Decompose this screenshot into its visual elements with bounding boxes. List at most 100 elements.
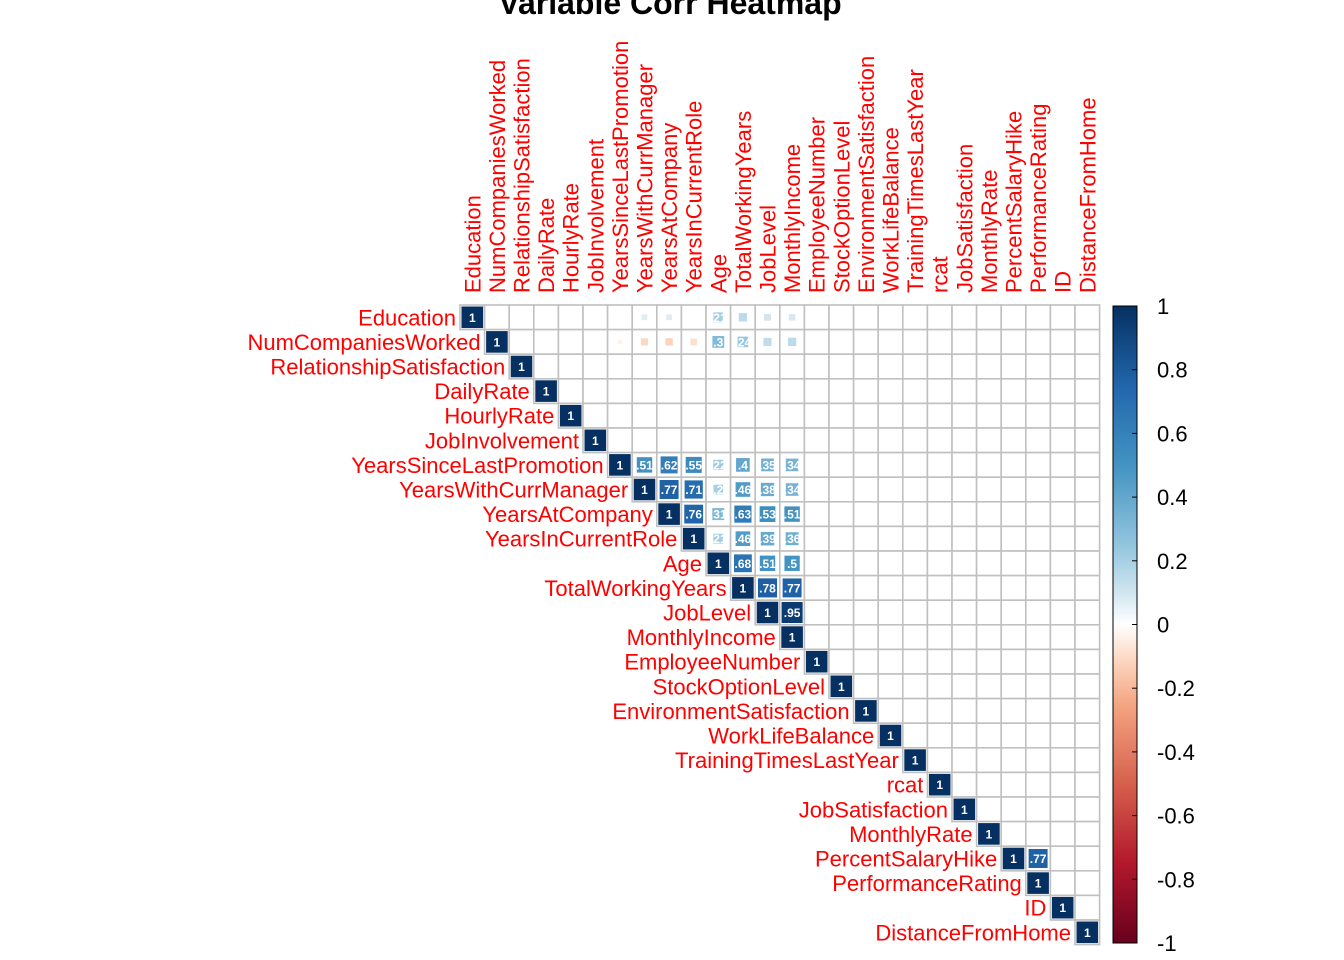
cell-value-10-11: .68: [735, 557, 752, 571]
cell-frame-2-13: [778, 353, 806, 380]
cell-frame-18-25: [1074, 746, 1101, 774]
cell-frame-9-15: [828, 525, 855, 552]
cell-frame-0-24: [1049, 304, 1076, 331]
cell-TrainingTimesLastYear-TrainingTimesLastYear: [904, 749, 926, 771]
column-label-HourlyRate: HourlyRate: [559, 183, 584, 293]
cell-frame-7-22: [1000, 476, 1027, 503]
colorbar: 1 0.8 0.6 0.4 0.2 0 -0.2 -0.4 -0.6 -0.8 -1: [1112, 294, 1195, 956]
cell-frame-3-24: [1049, 377, 1076, 405]
cell-frame-10-16: [852, 550, 879, 577]
cell-YearsInCurrentRole-YearsInCurrentRole: [682, 527, 705, 550]
cell-YearsInCurrentRole-JobLevel: [760, 531, 775, 546]
row-label-StockOptionLevel: StockOptionLevel: [653, 674, 825, 699]
cell-value-7-12: .38: [759, 483, 776, 497]
cell-frame-10-21: [975, 550, 1002, 577]
cell-frame-12-16: [852, 599, 879, 626]
cell-frame-7-18: [901, 476, 929, 503]
cell-value-9-9: 1: [690, 532, 697, 546]
cell-frame-24-25: [1074, 894, 1101, 921]
cell-frame-3-5: [582, 377, 609, 405]
colorbar-tick-label: 0.8: [1157, 358, 1188, 383]
cell-frame-16-24: [1049, 697, 1076, 724]
cell-frame-11-23: [1025, 574, 1052, 601]
cell-RelationshipSatisfaction-RelationshipSatisfaction: [510, 355, 533, 378]
cell-frame-4-15: [828, 402, 855, 429]
cell-YearsSinceLastPromotion-Age: [713, 459, 724, 470]
colorbar-tick-label: 1: [1157, 294, 1169, 319]
cell-frame-9-16: [852, 525, 879, 552]
cell-frame-2-6: [606, 353, 633, 380]
cell-value-7-10: .2: [713, 483, 723, 497]
cell-frame-11-25: [1074, 574, 1101, 601]
cell-frame-11-19: [926, 574, 953, 601]
cell-Age-Age: [707, 552, 730, 575]
cell-frame-2-17: [877, 353, 904, 380]
row-label-NumCompaniesWorked: NumCompaniesWorked: [247, 330, 480, 355]
cell-value-9-10: .21: [710, 532, 727, 546]
heatmap-cells: 1.211.3.2411111.51.62.55.22.4.35.341.77.…: [459, 304, 1101, 946]
cell-frame-19-25: [1074, 771, 1101, 798]
cell-YearsSinceLastPromotion-TotalWorkingYears: [736, 458, 750, 472]
cell-EmployeeNumber-EmployeeNumber: [805, 650, 828, 673]
cell-frame-17-20: [951, 722, 978, 749]
cell-frame-12-21: [975, 599, 1002, 626]
cell-value-22-22: 1: [1010, 852, 1017, 866]
cell-value-25-25: 1: [1084, 926, 1091, 940]
cell-frame-16-22: [1000, 697, 1027, 724]
colorbar-tick-label: -1: [1157, 931, 1177, 956]
cell-value-7-13: .34: [784, 483, 801, 497]
cell-frame-0-5: [582, 304, 609, 331]
cell-frame-0-23: [1025, 304, 1052, 331]
cell-frame-17-23: [1025, 722, 1052, 749]
cell-Education-YearsWithCurrManager: [641, 314, 648, 321]
cell-frame-4-19: [926, 402, 953, 429]
cell-frame-10-17: [877, 550, 904, 577]
cell-NumCompaniesWorked-JobLevel: [763, 337, 772, 346]
row-label-rcat: rcat: [887, 773, 924, 798]
cell-frame-5-8: [655, 427, 683, 454]
cell-frame-7-17: [877, 476, 904, 503]
colorbar-tick-label: -0.8: [1157, 867, 1195, 892]
row-label-PercentSalaryHike: PercentSalaryHike: [815, 847, 997, 872]
cell-frame-7-15: [828, 476, 855, 503]
cell-frame-6-14: [803, 451, 830, 479]
cell-value-6-11: .4: [738, 458, 748, 472]
cell-frame-12-19: [926, 599, 953, 626]
cell-frame-15-21: [975, 673, 1002, 700]
cell-value-18-18: 1: [912, 754, 919, 768]
cell-frame-9-20: [951, 525, 978, 552]
cell-frame-3-14: [803, 377, 830, 405]
cell-frame-5-21: [975, 427, 1002, 454]
column-label-YearsInCurrentRole: YearsInCurrentRole: [682, 101, 707, 293]
cell-frame-4-11: [729, 402, 756, 429]
cell-frame-0-18: [901, 304, 929, 331]
cell-frame-9-22: [1000, 525, 1027, 552]
cell-YearsWithCurrManager-YearsAtCompany: [659, 480, 679, 499]
cell-YearsSinceLastPromotion-YearsInCurrentRole: [685, 456, 702, 473]
cell-frame-0-14: [803, 304, 830, 331]
cell-frame-4-17: [877, 402, 904, 429]
cell-frame-11-21: [975, 574, 1002, 601]
cell-frame-2-12: [754, 353, 781, 380]
colorbar-tick-label: -0.4: [1157, 740, 1195, 765]
cell-frame-3-8: [655, 377, 683, 405]
cell-frame-4-5: [582, 402, 609, 429]
cell-frame-12-24: [1049, 599, 1076, 626]
cell-PercentSalaryHike-PercentSalaryHike: [1002, 847, 1025, 870]
cell-frame-3-6: [606, 377, 633, 405]
cell-value-6-13: .34: [784, 458, 801, 472]
cell-frame-8-23: [1025, 500, 1052, 528]
column-label-StockOptionLevel: StockOptionLevel: [829, 121, 854, 293]
cell-frame-2-24: [1049, 353, 1076, 380]
cell-frame-2-3: [532, 353, 560, 380]
column-label-WorkLifeBalance: WorkLifeBalance: [879, 127, 904, 293]
row-label-YearsInCurrentRole: YearsInCurrentRole: [485, 527, 677, 552]
cell-frame-12-22: [1000, 599, 1027, 626]
cell-frame-7-20: [951, 476, 978, 503]
cell-YearsWithCurrManager-MonthlyIncome: [785, 483, 799, 496]
cell-frame-1-17: [877, 328, 904, 356]
cell-frame-16-18: [901, 697, 929, 724]
column-label-Age: Age: [706, 254, 731, 293]
cell-frame-3-9: [680, 377, 707, 405]
